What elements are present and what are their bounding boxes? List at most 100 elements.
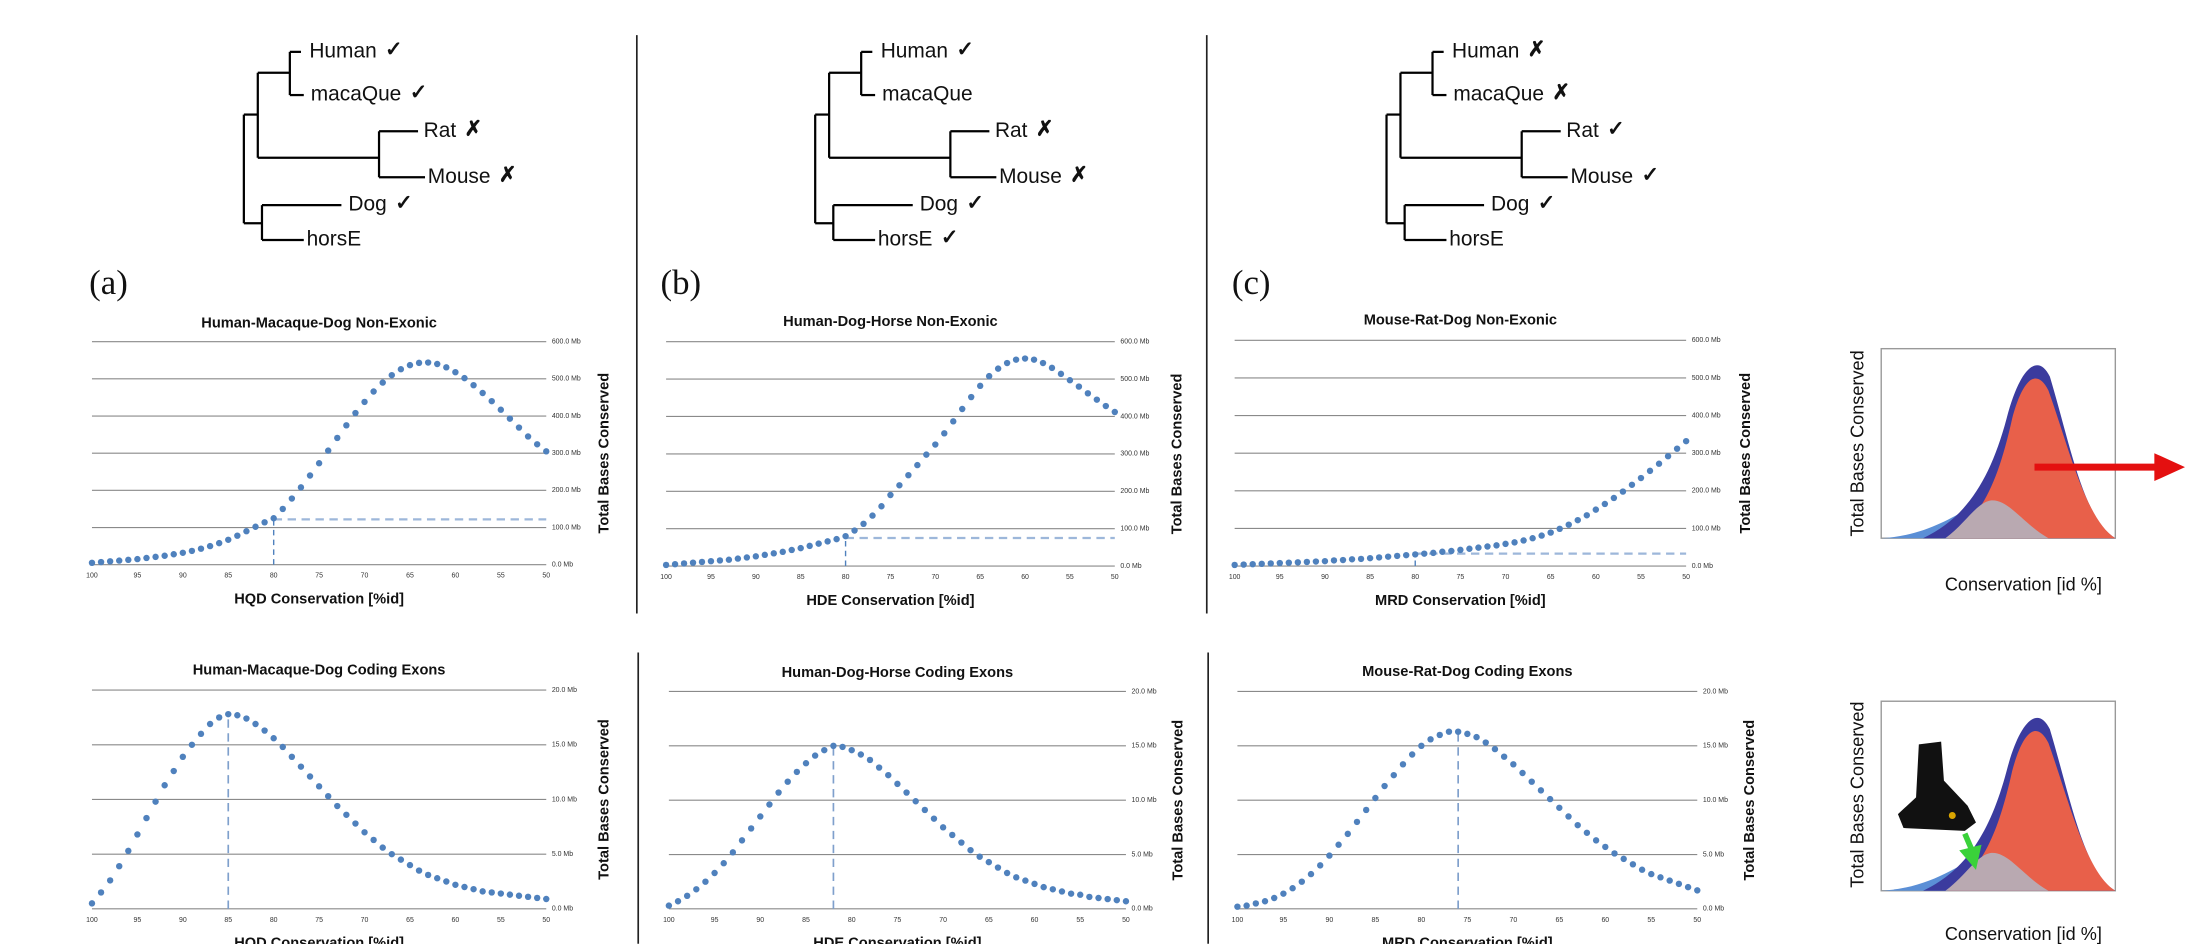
data-point [1316,862,1324,869]
data-point [152,553,159,561]
leaf-status: ✓ [941,226,959,249]
x-tick-label: 50 [1122,917,1130,924]
y-tick-label: 200.0 Mb [1120,488,1149,495]
x-tick-label: 80 [270,573,278,580]
x-tick-label: 50 [1682,574,1690,581]
boot-detail [1948,812,1956,819]
leaf-label: Mouse [1570,165,1633,188]
data-point [939,824,947,831]
y-tick-label: 20.0 Mb [1703,688,1728,695]
data-point [215,714,223,721]
data-point [860,520,867,528]
data-point [288,753,296,761]
data-point [1519,769,1526,777]
chart-title: Human-Macaque-Dog Non-Exonic [201,315,437,331]
data-point [766,801,773,808]
chart: Human-Macaque-Dog Coding Exons 0.0 Mb 5.0 … [86,662,612,944]
x-tick-label: 90 [179,573,187,580]
schematic-plot [1880,700,2117,892]
chart-title: Mouse-Rat-Dog Non-Exonic [1364,313,1557,329]
data-point [1556,804,1563,811]
data-point [443,364,450,371]
data-point [106,558,114,565]
data-point [415,867,423,874]
x-tick-label: 100 [660,574,672,581]
data-point [1261,898,1269,905]
data-point [1412,551,1419,558]
y-axis-label: Total Bases Conserved [597,373,613,534]
x-tick-label: 80 [270,917,278,924]
data-point [707,557,715,565]
leaf-label: Human [881,39,948,62]
data-point [524,893,532,901]
x-tick-label: 95 [1280,917,1288,924]
data-point [488,889,495,896]
y-tick-label: 5.0 Mb [552,851,573,858]
data-point [1095,894,1102,902]
data-point [1339,556,1347,564]
x-tick-label: 85 [1372,917,1380,924]
data-point [306,472,314,479]
leaf-label: Dog [1491,193,1529,216]
x-tick-label: 100 [1229,574,1241,581]
x-tick-label: 90 [1321,574,1329,581]
data-point [1491,745,1499,753]
data-point [1454,728,1462,735]
x-tick-label: 80 [842,574,850,581]
schematic-x-label: Conservation [id %] [1945,574,2102,594]
data-point [815,540,822,547]
data-point [234,712,241,719]
data-point [967,846,974,854]
y-tick-label: 300.0 Mb [1120,451,1149,458]
data-point [225,710,232,718]
x-tick-label: 55 [497,573,505,580]
data-point [434,360,441,368]
data-point [671,560,679,568]
data-point [738,837,746,844]
schematic-area [1945,852,2049,891]
y-tick-label: 10.0 Mb [1132,797,1157,804]
data-point [1464,730,1471,738]
data-point [1353,818,1361,826]
data-point [1646,467,1654,475]
leaf-status: ✓ [410,81,428,104]
data-point [1682,437,1690,445]
arrow-head [1959,844,1982,870]
data-point [821,746,828,754]
leaf-label: Human [1452,39,1519,62]
data-point [1258,560,1265,568]
data-point [1473,733,1480,741]
x-tick-label: 60 [452,917,460,924]
data-point [775,789,782,796]
data-point [306,773,314,780]
data-point [1031,880,1038,888]
x-tick-label: 65 [1555,917,1563,924]
y-tick-label: 0.0 Mb [552,562,573,569]
data-point [397,856,405,863]
x-tick-label: 85 [224,917,232,924]
data-point [842,532,849,540]
chart: Human-Dog-Horse Non-Exonic 0.0 Mb 100.0 Mb… [660,314,1185,609]
data-point [506,415,514,422]
data-point [406,861,414,869]
data-point [443,878,450,885]
data-point [757,813,764,820]
data-point [958,839,965,846]
data-point [343,811,350,818]
data-point [170,767,177,775]
data-point [1113,896,1121,904]
x-tick-label: 55 [1066,574,1074,581]
data-point [152,798,159,805]
data-point [297,763,305,770]
data-point [361,398,368,406]
data-point [1393,552,1401,560]
leaf-label: Rat [995,119,1028,142]
data-point [1547,529,1554,536]
data-point [1529,535,1536,542]
x-tick-label: 55 [1647,917,1655,924]
chart-title: Human-Dog-Horse Non-Exonic [783,314,998,330]
data-point [424,359,432,366]
y-axis-label: Total Bases Conserved [1169,374,1185,535]
data-point [497,890,505,897]
